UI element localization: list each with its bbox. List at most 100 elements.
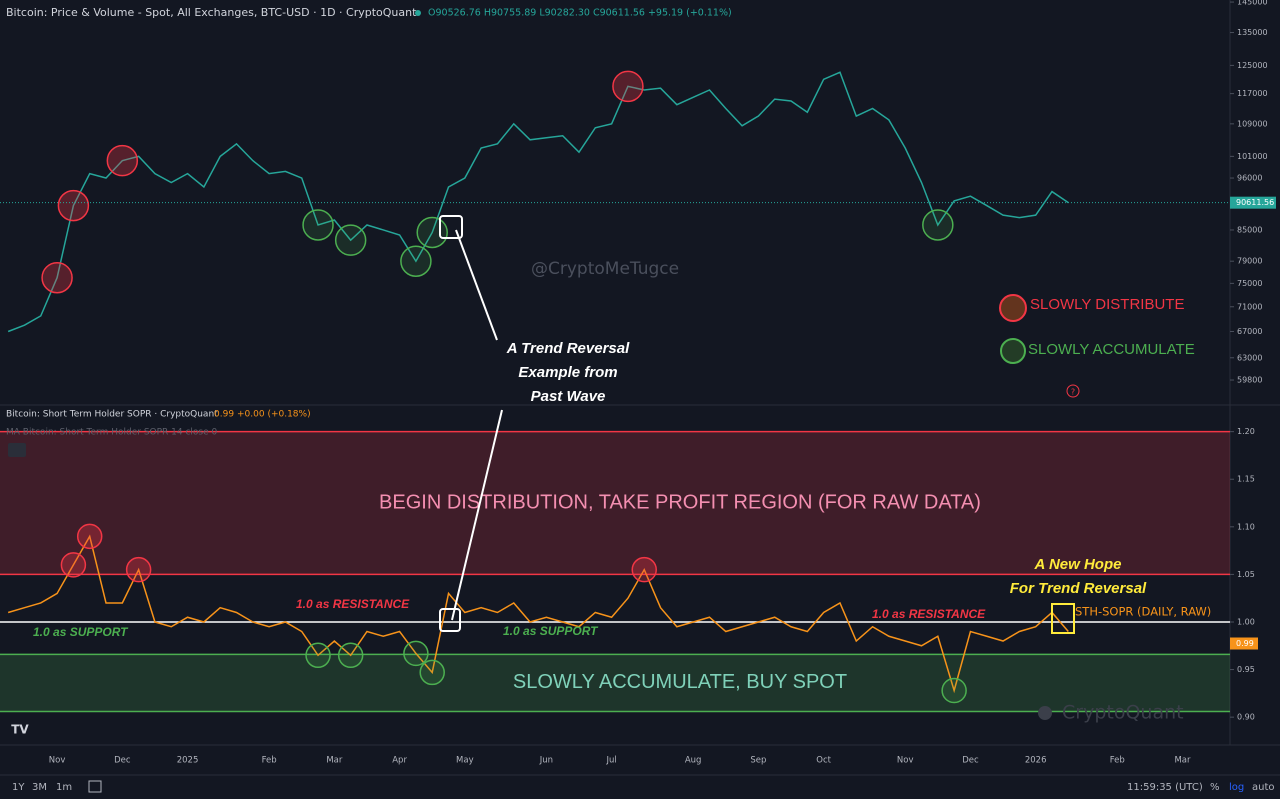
legend-marker — [1000, 338, 1026, 364]
y-tick-label: 75000 — [1237, 279, 1262, 288]
sopr-change: +0.00 (+0.18%) — [237, 410, 311, 420]
highlight-circle — [922, 209, 954, 241]
y-tick-label: 85000 — [1237, 225, 1262, 234]
x-tick-label: Sep — [750, 756, 766, 766]
percent-toggle[interactable]: % — [1210, 782, 1220, 793]
zone-label: SLOWLY ACCUMULATE, BUY SPOT — [513, 671, 847, 693]
highlight-circle — [305, 642, 331, 669]
last-value-box — [1230, 637, 1258, 650]
collapse-button[interactable] — [8, 443, 26, 457]
y-tick-label: 101000 — [1237, 152, 1268, 161]
y-tick-label: 63000 — [1237, 353, 1262, 362]
status-dot — [415, 10, 421, 16]
legend-label: SLOWLY ACCUMULATE — [1028, 341, 1195, 358]
highlight-circle — [41, 261, 73, 294]
highlight-circle — [106, 144, 139, 177]
legend-marker — [999, 294, 1027, 322]
support-label: 1.0 as SUPPORT — [503, 624, 599, 638]
annotation: Example from — [518, 364, 617, 381]
y-tick-label: 1.15 — [1237, 475, 1255, 484]
highlight-circle — [302, 209, 334, 241]
highlight-circle — [60, 552, 87, 578]
x-tick-label: Apr — [392, 756, 407, 766]
help-icon[interactable] — [1066, 384, 1080, 398]
y-tick-label: 1.10 — [1237, 522, 1255, 531]
y-tick-label: 67000 — [1237, 327, 1262, 336]
highlight-circle — [400, 245, 432, 277]
legend-label: SLOWLY DISTRIBUTE — [1030, 296, 1184, 313]
series-line — [7, 71, 1069, 333]
resistance-label: 1.0 as RESISTANCE — [296, 597, 410, 611]
y-tick-label: 109000 — [1237, 119, 1268, 128]
zone — [0, 431, 1230, 575]
help-text[interactable]: ? — [1071, 388, 1075, 397]
ohlc: O90526.76 H90755.89 L90282.30 C90611.56 … — [428, 8, 732, 19]
x-tick-label: Nov — [897, 756, 914, 766]
y-tick-label: 117000 — [1237, 89, 1268, 98]
last-value-label: 0.99 — [1236, 639, 1254, 648]
auto-toggle[interactable]: auto — [1252, 782, 1275, 793]
x-tick-label: Dec — [962, 756, 979, 766]
brand-watermark: CryptoQuant — [1062, 702, 1184, 724]
highlight-box — [439, 215, 463, 239]
y-tick-label: 135000 — [1237, 28, 1268, 37]
brand-logo — [1038, 706, 1052, 720]
highlight-circle — [334, 224, 367, 256]
highlight-box — [439, 608, 461, 632]
x-tick-label: Jul — [605, 756, 616, 766]
highlight-circle — [125, 556, 152, 583]
y-tick-label: 59800 — [1237, 376, 1262, 385]
date-range-icon[interactable] — [88, 780, 102, 793]
x-tick-label: 2025 — [177, 756, 199, 766]
series-label: STH-SOPR (DAILY, RAW) — [1075, 605, 1211, 619]
highlight-circle — [76, 523, 103, 550]
annotation: A New Hope — [1034, 556, 1122, 573]
series-line — [7, 534, 1069, 694]
x-tick-label: Jun — [539, 756, 553, 766]
highlight-circle — [403, 640, 429, 667]
pointer-line — [455, 229, 498, 341]
y-tick-label: 125000 — [1237, 61, 1268, 70]
x-tick-label: Feb — [1110, 756, 1125, 766]
clock: 11:59:35 (UTC) — [1127, 782, 1203, 793]
highlight-circle — [631, 556, 657, 583]
x-tick-label: May — [456, 756, 474, 766]
highlight-circle — [57, 189, 90, 222]
x-tick-label: Mar — [326, 756, 343, 766]
y-tick-label: 1.00 — [1237, 617, 1255, 626]
sopr-last: 0.99 — [214, 410, 234, 420]
y-tick-label: 71000 — [1237, 302, 1262, 311]
highlight-circle — [337, 642, 364, 669]
highlight-circle — [941, 677, 967, 704]
x-tick-label: Nov — [49, 756, 66, 766]
log-toggle[interactable]: log — [1229, 782, 1244, 793]
zone — [0, 654, 1230, 712]
resistance-label: 1.0 as RESISTANCE — [872, 607, 986, 621]
y-tick-label: 0.90 — [1237, 713, 1255, 722]
sopr-title: Bitcoin: Short Term Holder SOPR · Crypto… — [6, 410, 218, 420]
range-button[interactable]: 3M — [32, 782, 47, 793]
last-price-box — [1230, 196, 1276, 209]
watermark: @CryptoMeTugce — [531, 259, 679, 279]
y-tick-label: 79000 — [1237, 257, 1262, 266]
ma-label: MA Bitcoin: Short Term Holder SOPR 14 cl… — [6, 428, 218, 438]
y-tick-label: 0.95 — [1237, 665, 1255, 674]
range-button[interactable]: 1m — [56, 782, 72, 793]
last-price-label: 90611.56 — [1236, 198, 1274, 207]
pointer-line — [451, 409, 503, 621]
highlight-circle — [612, 70, 644, 103]
tv-logo[interactable]: TV — [11, 723, 29, 737]
annotation: A Trend Reversal — [506, 340, 630, 357]
x-tick-label: Mar — [1174, 756, 1191, 766]
highlight-box — [1051, 603, 1075, 634]
range-button[interactable]: 1Y — [12, 782, 25, 793]
price-title: Bitcoin: Price & Volume - Spot, All Exch… — [6, 6, 417, 19]
y-tick-label: 1.20 — [1237, 427, 1255, 436]
x-tick-label: Feb — [262, 756, 277, 766]
y-tick-label: 96000 — [1237, 174, 1262, 183]
annotation: Past Wave — [531, 388, 606, 405]
annotation: For Trend Reversal — [1010, 580, 1147, 597]
x-tick-label: Dec — [114, 756, 131, 766]
